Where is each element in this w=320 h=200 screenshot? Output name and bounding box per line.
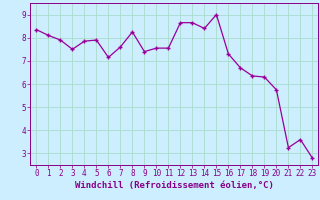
X-axis label: Windchill (Refroidissement éolien,°C): Windchill (Refroidissement éolien,°C) — [75, 181, 274, 190]
